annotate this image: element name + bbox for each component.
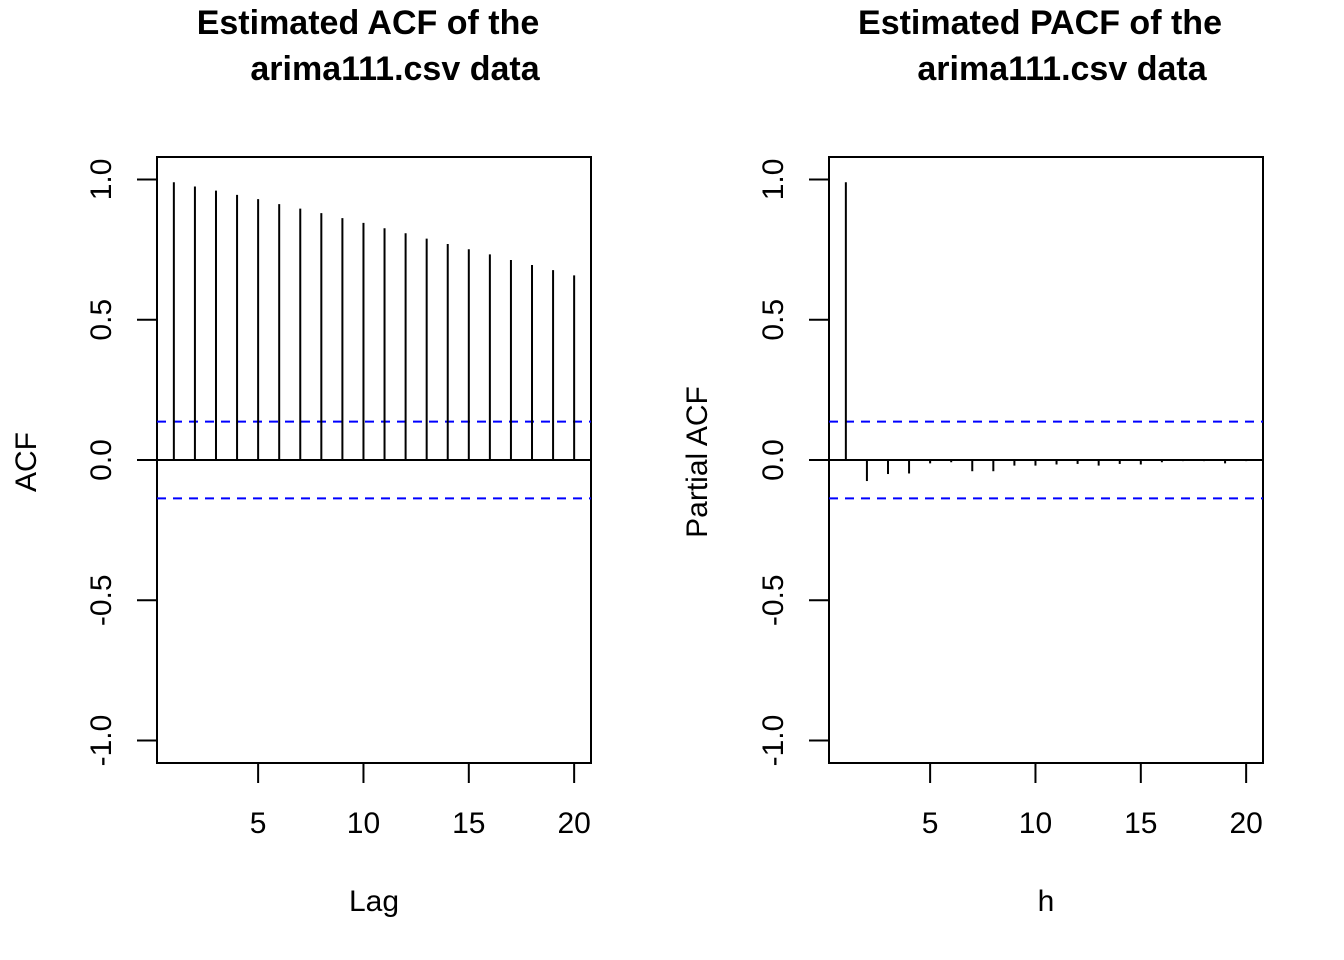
pacf-x-tick-label: 15	[1124, 807, 1157, 840]
pacf-axes: 5 10 15 20 -1.0 -0.5 0.0 0.5 1.0	[757, 159, 1263, 840]
acf-y-tick-label: -0.5	[85, 574, 118, 626]
pacf-title-line-1: Estimated PACF of the	[858, 4, 1222, 42]
acf-y-tick-label: 1.0	[85, 159, 118, 201]
acf-title-line-2: arima111.csv data	[250, 50, 540, 88]
acf-x-tick-label: 15	[452, 807, 485, 840]
pacf-y-tick-label: 0.0	[757, 439, 790, 481]
pacf-y-tick-label: -1.0	[757, 715, 790, 767]
acf-y-tick-label: 0.0	[85, 439, 118, 481]
pacf-x-tick-label: 10	[1019, 807, 1052, 840]
pacf-x-axis-label: h	[1038, 885, 1055, 918]
pacf-y-axis-label: Partial ACF	[681, 386, 714, 538]
pacf-confidence-bounds	[829, 420, 1263, 500]
pacf-y-tick-label: -0.5	[757, 574, 790, 626]
acf-confidence-bounds	[157, 420, 591, 500]
acf-y-axis-label: ACF	[10, 432, 43, 492]
pacf-title-line-2: arima111.csv data	[917, 50, 1207, 88]
acf-x-tick-label: 5	[250, 807, 267, 840]
pacf-y-tick-label: 0.5	[757, 299, 790, 341]
acf-panel: Estimated ACF of the arima111.csv data 5…	[10, 4, 592, 918]
acf-x-axis-label: Lag	[349, 885, 399, 918]
pacf-y-tick-label: 1.0	[757, 159, 790, 201]
acf-x-tick-label: 20	[557, 807, 590, 840]
acf-title-line-1: Estimated ACF of the	[197, 4, 540, 42]
acf-axes: 5 10 15 20 -1.0 -0.5 0.0 0.5 1.0	[85, 159, 591, 840]
pacf-bars	[844, 182, 1248, 482]
acf-bars	[172, 182, 576, 460]
pacf-panel: Estimated PACF of the arima111.csv data …	[681, 4, 1264, 918]
pacf-x-tick-label: 20	[1229, 807, 1262, 840]
pacf-x-tick-label: 5	[922, 807, 939, 840]
acf-x-tick-label: 10	[347, 807, 380, 840]
acf-y-tick-label: -1.0	[85, 715, 118, 767]
acf-y-tick-label: 0.5	[85, 299, 118, 341]
